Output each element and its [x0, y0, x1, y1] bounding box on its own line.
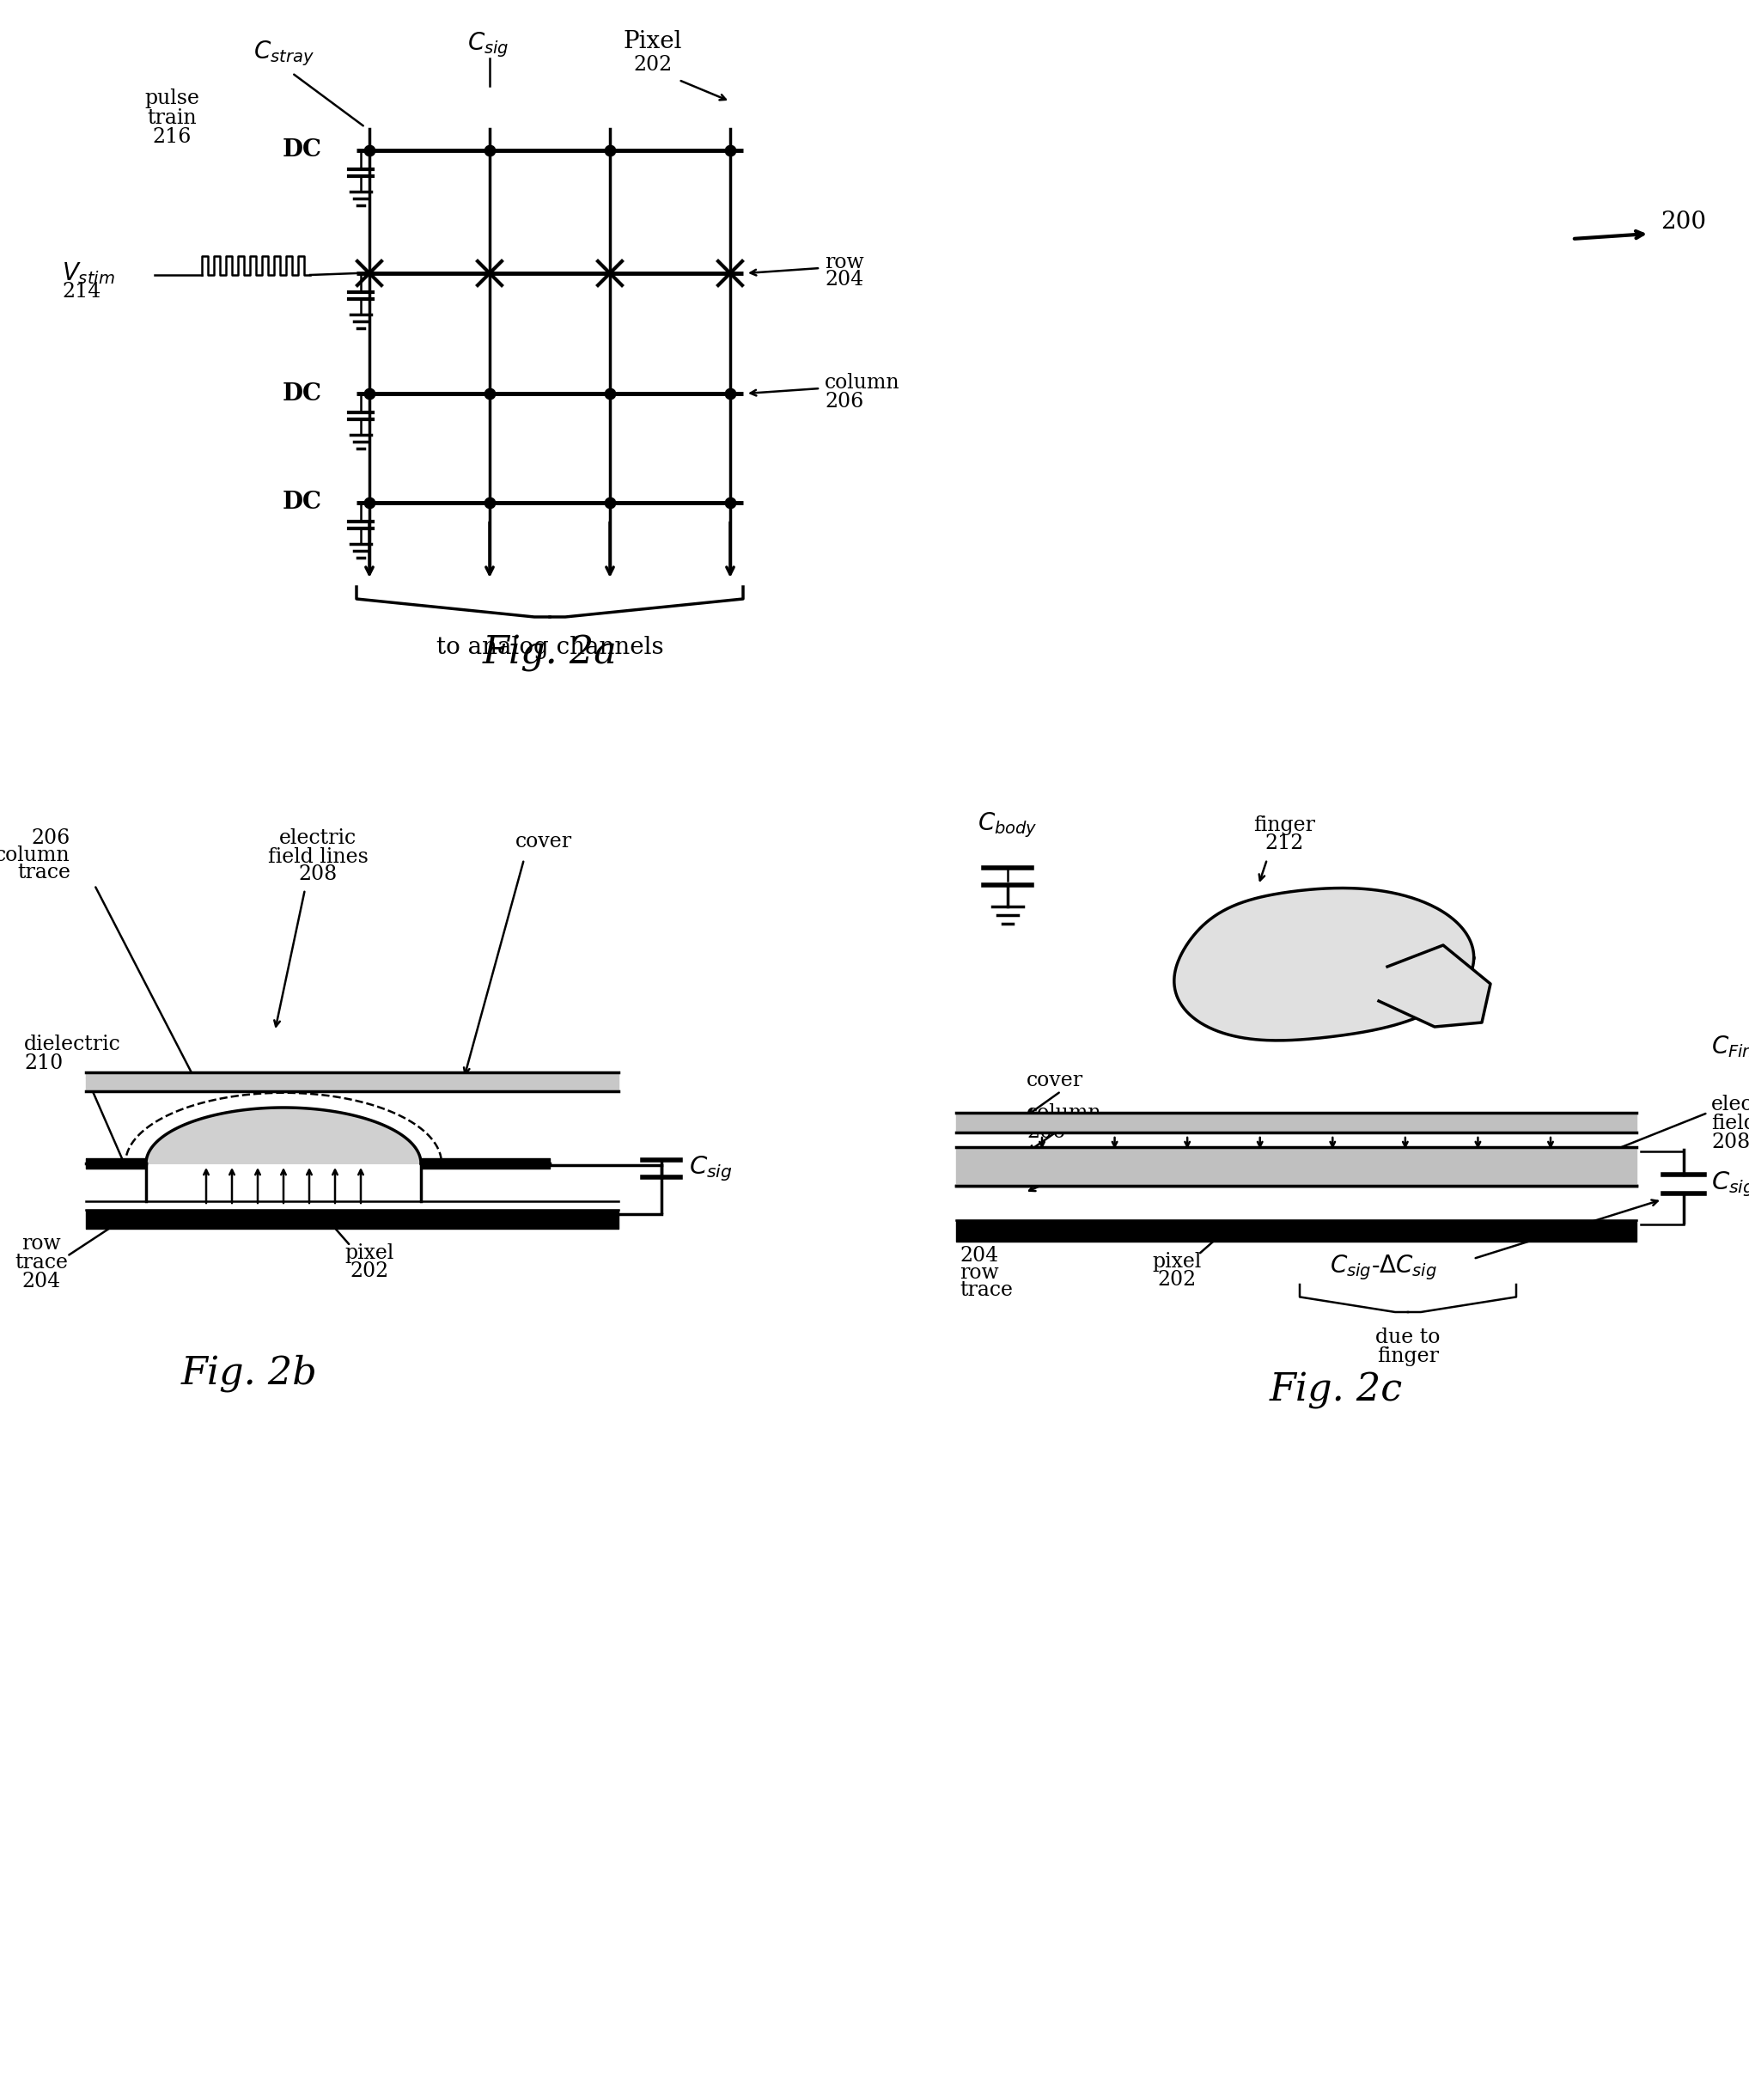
- Text: Fig. 2c: Fig. 2c: [1270, 1371, 1403, 1409]
- Text: Pixel: Pixel: [623, 29, 682, 53]
- Text: 204: 204: [21, 1273, 61, 1292]
- Text: Fig. 2a: Fig. 2a: [483, 634, 617, 672]
- Text: finger: finger: [1376, 1346, 1439, 1367]
- Text: 206: 206: [31, 827, 70, 848]
- Text: row: row: [21, 1235, 61, 1254]
- Text: pixel: pixel: [345, 1243, 394, 1262]
- Text: 204: 204: [960, 1245, 999, 1266]
- Text: 208: 208: [299, 865, 338, 884]
- Text: finger: finger: [1254, 815, 1315, 836]
- Text: 214: 214: [63, 281, 101, 302]
- Text: due to: due to: [1375, 1327, 1441, 1348]
- Text: pulse: pulse: [145, 88, 199, 109]
- Text: DC: DC: [283, 382, 322, 405]
- Text: 216: 216: [152, 128, 191, 147]
- Text: column: column: [1027, 1102, 1102, 1124]
- Text: column: column: [826, 372, 901, 393]
- Text: 202: 202: [350, 1262, 388, 1281]
- Text: 206: 206: [1027, 1124, 1065, 1142]
- Text: $C_{sig}$-$\Delta C_{sig}$: $C_{sig}$-$\Delta C_{sig}$: [1329, 1254, 1436, 1281]
- Text: Fig. 2b: Fig. 2b: [180, 1354, 317, 1392]
- Text: $C_{body}$: $C_{body}$: [978, 811, 1037, 840]
- Text: DC: DC: [283, 491, 322, 514]
- Text: fields: fields: [1711, 1113, 1749, 1134]
- Text: trace: trace: [960, 1281, 1013, 1300]
- Text: field lines: field lines: [268, 846, 367, 867]
- Text: $V_{stim}$: $V_{stim}$: [61, 260, 115, 286]
- Text: $C_{sig}$: $C_{sig}$: [467, 29, 509, 59]
- Text: 204: 204: [826, 269, 864, 290]
- Text: $C_{sig}$: $C_{sig}$: [1711, 1170, 1749, 1199]
- Text: cover: cover: [1027, 1071, 1083, 1090]
- Text: electric: electric: [280, 827, 357, 848]
- Polygon shape: [145, 1107, 422, 1163]
- Text: 210: 210: [24, 1054, 63, 1073]
- Text: $C_{Finger}$: $C_{Finger}$: [1711, 1033, 1749, 1063]
- Text: row: row: [826, 252, 864, 273]
- Text: row: row: [960, 1264, 999, 1283]
- Text: electric: electric: [1711, 1094, 1749, 1113]
- Text: $C_{stray}$: $C_{stray}$: [254, 38, 313, 67]
- Polygon shape: [1378, 945, 1490, 1027]
- Text: column: column: [0, 844, 70, 865]
- Text: cover: cover: [516, 832, 572, 853]
- Text: 208: 208: [1711, 1132, 1749, 1153]
- Text: to analog channels: to analog channels: [436, 636, 663, 659]
- Polygon shape: [1174, 888, 1474, 1040]
- Text: $C_{sig}$: $C_{sig}$: [689, 1155, 733, 1182]
- Text: pixel: pixel: [1153, 1252, 1202, 1270]
- Text: 202: 202: [1158, 1270, 1196, 1289]
- Text: DC: DC: [283, 139, 322, 162]
- Text: trace: trace: [17, 863, 70, 882]
- Text: trace: trace: [14, 1254, 68, 1273]
- Text: 212: 212: [1265, 834, 1303, 855]
- Text: train: train: [147, 107, 196, 128]
- Text: dielectric: dielectric: [960, 1151, 1056, 1172]
- Text: 206: 206: [826, 393, 864, 412]
- Text: 202: 202: [633, 55, 672, 74]
- Text: dielectric: dielectric: [24, 1033, 121, 1054]
- Text: 200: 200: [1662, 210, 1707, 233]
